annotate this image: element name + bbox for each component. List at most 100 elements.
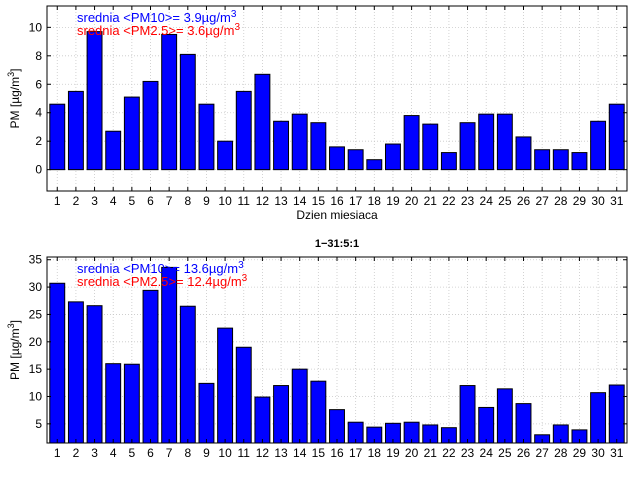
bar: [254, 396, 271, 444]
y-tick-label: 20: [29, 335, 43, 349]
x-tick-label: 28: [554, 446, 568, 460]
x-tick-label: 11: [238, 194, 251, 208]
x-tick-label: 6: [147, 194, 154, 208]
x-tick-label: 24: [480, 194, 494, 208]
x-tick-label: 14: [293, 446, 307, 460]
x-tick-label: 4: [110, 446, 117, 460]
x-tick-label: 20: [405, 446, 419, 460]
bar: [142, 289, 159, 444]
x-tick-label: 3: [91, 194, 98, 208]
x-tick-label: 30: [591, 194, 605, 208]
bar: [478, 113, 495, 171]
bar: [422, 123, 439, 171]
bar: [459, 385, 476, 444]
x-tick-label: 2: [73, 446, 80, 460]
x-tick-label: 13: [274, 446, 288, 460]
y-axis-label: PM [µg/m3]: [6, 320, 22, 380]
bar: [515, 136, 532, 171]
bar: [459, 122, 476, 171]
x-tick-label: 27: [535, 446, 549, 460]
x-tick-label: 1: [54, 194, 61, 208]
x-tick-label: 15: [312, 194, 326, 208]
x-tick-label: 8: [184, 446, 191, 460]
bar: [273, 120, 290, 171]
x-tick-label: 11: [238, 446, 251, 460]
x-tick-label: 28: [554, 194, 568, 208]
bar: [366, 159, 383, 171]
y-tick-label: 6: [35, 77, 42, 91]
x-tick-label: 7: [166, 194, 173, 208]
y-tick-label: 8: [35, 49, 42, 63]
x-tick-label: 25: [498, 194, 512, 208]
x-tick-label: 14: [293, 194, 307, 208]
bar: [590, 120, 607, 171]
y-tick-label: 10: [29, 390, 43, 404]
y-axis-label: PM [µg/m3]: [6, 69, 22, 129]
chart-daily-pm-upper: 1 2 3 4 5 6 7 8 9 10 11 12 13 14 15 16 17 18 19 20 21 22 23 24 2…: [6, 5, 628, 222]
x-tick-label: 31: [610, 446, 624, 460]
y-tick-label: 15: [29, 362, 43, 376]
bar: [123, 96, 140, 171]
y-tick-label: 25: [29, 307, 43, 321]
x-tick-label: 5: [129, 446, 136, 460]
y-tick-label: 10: [29, 20, 43, 34]
bar: [235, 90, 252, 171]
x-tick-label: 26: [517, 194, 531, 208]
bar: [49, 282, 66, 444]
bar: [254, 73, 271, 171]
bar: [496, 388, 513, 444]
bar: [515, 403, 532, 444]
bar: [478, 406, 495, 444]
bar: [291, 113, 308, 171]
bar: [198, 103, 215, 171]
x-tick-label: 18: [368, 194, 382, 208]
bar: [273, 385, 290, 444]
x-tick-label: 10: [218, 194, 232, 208]
bar: [347, 149, 364, 171]
bar: [161, 33, 178, 171]
y-tick-label: 5: [35, 417, 42, 431]
x-tick-label: 15: [312, 446, 326, 460]
bar: [179, 305, 196, 444]
bar: [440, 152, 457, 171]
bar: [329, 146, 345, 171]
x-tick-label: 5: [129, 194, 136, 208]
x-tick-label: 30: [591, 446, 605, 460]
x-tick-label: 26: [517, 446, 531, 460]
x-tick-label: 29: [573, 446, 587, 460]
legend-pm10-mean: srednia <PM10>= 3.9µg/m3: [77, 9, 237, 25]
x-tick-label: 27: [535, 194, 549, 208]
bar: [403, 115, 420, 171]
x-tick-label: 20: [405, 194, 419, 208]
legend-pm25-mean: srednia <PM2.5>= 3.6µg/m3: [77, 22, 240, 38]
bar: [161, 266, 178, 444]
bar: [179, 53, 196, 171]
x-tick-label: 12: [256, 194, 270, 208]
x-tick-label: 21: [424, 194, 438, 208]
bar: [534, 149, 551, 171]
chart-title: 1−31:5:1: [315, 238, 359, 250]
x-tick-label: 22: [442, 446, 456, 460]
bar: [142, 80, 159, 171]
x-tick-label: 10: [218, 446, 232, 460]
y-tick-label: 2: [35, 134, 42, 148]
bar: [384, 143, 401, 171]
x-tick-label: 7: [166, 446, 173, 460]
x-tick-label: 6: [147, 446, 154, 460]
x-tick-label: 16: [330, 446, 344, 460]
bar: [105, 130, 122, 171]
x-tick-label: 22: [442, 194, 456, 208]
x-tick-label: 23: [461, 446, 475, 460]
bar: [49, 103, 66, 171]
bar: [608, 384, 625, 444]
x-tick-label: 9: [203, 194, 210, 208]
bar: [608, 103, 625, 171]
x-axis-label: Dzien miesiaca: [296, 208, 378, 222]
y-tick-label: 0: [35, 163, 42, 177]
x-tick-label: 24: [480, 446, 494, 460]
x-tick-label: 19: [386, 446, 400, 460]
bar: [86, 31, 103, 171]
bar: [217, 140, 234, 171]
x-tick-label: 23: [461, 194, 475, 208]
x-tick-label: 13: [274, 194, 288, 208]
